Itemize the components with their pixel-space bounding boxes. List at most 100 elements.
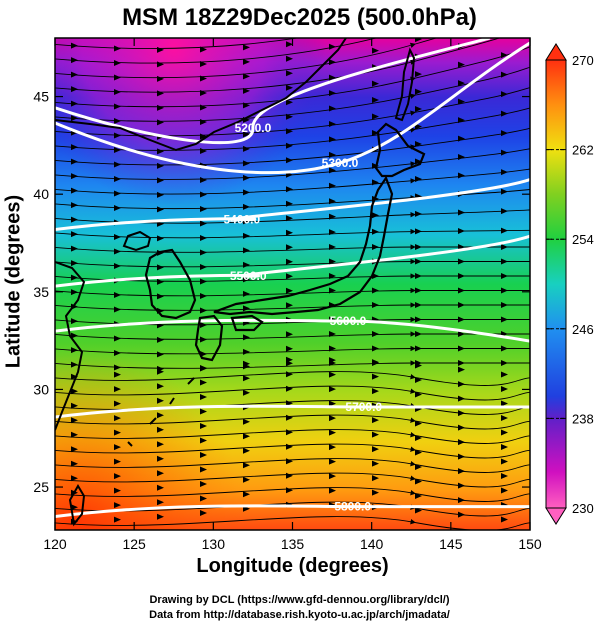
wind-arrow (372, 113, 379, 120)
wind-arrow (157, 220, 164, 227)
wind-arrow (415, 434, 422, 441)
wind-arrow (200, 220, 207, 227)
contour-label: 5500.0 (230, 269, 267, 283)
wind-arrow (114, 74, 121, 81)
wind-arrow (329, 229, 336, 236)
wind-arrow (286, 157, 293, 164)
wind-arrow (372, 417, 379, 424)
ryukyu-islands (127, 377, 195, 447)
wind-arrow (286, 99, 293, 106)
wind-arrow (415, 345, 422, 352)
wind-arrow (243, 87, 250, 94)
wind-arrow (458, 273, 465, 279)
wind-arrow (372, 244, 379, 250)
wind-arrow (71, 402, 78, 409)
streamline (55, 189, 530, 210)
wind-arrow (286, 70, 293, 77)
contour-label: 5700.0 (345, 400, 382, 414)
credit-data: Data from http://database.rish.kyoto-u.a… (149, 609, 450, 621)
wind-arrow (501, 444, 508, 451)
streamline (55, 487, 530, 502)
wind-arrow (71, 42, 78, 49)
streamline (55, 38, 301, 49)
wind-arrow (501, 273, 508, 279)
wind-arrow (458, 25, 465, 31)
wind-arrow (458, 439, 465, 446)
wind-arrow (415, 88, 422, 95)
streamline (55, 345, 530, 355)
wind-arrow (114, 371, 121, 378)
x-tick-label: 130 (202, 536, 226, 552)
wind-arrow (329, 345, 336, 352)
colorbar-tick-label: 238 (572, 411, 594, 426)
wind-arrow (458, 424, 465, 431)
wind-arrow (200, 495, 207, 502)
wind-arrow (114, 262, 121, 269)
wind-arrow (286, 331, 293, 338)
wind-arrow (71, 100, 78, 107)
wind-arrow (458, 511, 465, 518)
wind-arrow (243, 261, 250, 268)
height-contour (55, 318, 530, 343)
colorbar-ticks: 230 238 246 254 262 270 (546, 53, 594, 516)
wind-arrow (114, 117, 121, 124)
wind-arrow (372, 460, 379, 467)
wind-arrow (157, 206, 164, 213)
wind-arrow (415, 141, 422, 148)
wind-arrow (71, 289, 78, 296)
wind-arrow (157, 383, 164, 390)
colorbar-tick-label: 246 (572, 322, 594, 337)
wind-arrow (114, 146, 121, 153)
contour-label: 5800.0 (334, 500, 371, 514)
contour-label: 5600.0 (330, 314, 367, 328)
wind-arrow (501, 110, 508, 117)
liaodong-coast (122, 230, 152, 252)
height-contour (55, 38, 491, 145)
wind-arrow (243, 131, 250, 138)
wind-arrow (200, 423, 207, 430)
wind-arrow (286, 229, 293, 236)
wind-arrow (329, 213, 336, 220)
wind-arrow (501, 458, 508, 465)
wind-arrow (200, 437, 207, 444)
colorbar-scale (545, 59, 567, 509)
wind-arrow (329, 287, 336, 294)
wind-arrow (243, 247, 250, 254)
height-contours (55, 38, 530, 519)
streamline (55, 501, 530, 517)
wind-arrow (501, 386, 508, 393)
y-tick-label: 45 (33, 89, 49, 105)
wind-arrow (243, 491, 250, 498)
wind-arrow (243, 276, 250, 283)
x-tick-label: 140 (360, 536, 384, 552)
wind-arrow (501, 91, 508, 98)
wind-arrow (372, 287, 379, 294)
wind-arrow (71, 332, 78, 339)
wind-arrow (501, 316, 508, 323)
wind-arrow (329, 473, 336, 480)
wind-arrow (286, 113, 293, 120)
wind-arrow (157, 75, 164, 82)
wind-arrow (200, 177, 207, 184)
wind-arrow (71, 173, 78, 180)
wind-arrow (372, 446, 379, 453)
streamline (55, 429, 530, 444)
wind-arrow (200, 148, 207, 155)
wind-arrow (200, 466, 207, 473)
wind-arrow (114, 487, 121, 494)
wind-arrow (415, 175, 422, 182)
height-contour (55, 504, 530, 519)
wind-arrow (157, 441, 164, 448)
wind-arrow (157, 104, 164, 111)
wind-arrow (501, 258, 508, 265)
wind-arrow (329, 458, 336, 465)
wind-arrow (329, 105, 336, 112)
wind-arrow (200, 336, 207, 343)
wind-arrow (286, 302, 293, 309)
wind-arrow (243, 476, 250, 483)
wind-arrow (157, 264, 164, 271)
x-tick-label: 145 (439, 536, 463, 552)
streamline (55, 66, 530, 122)
wind-arrow (458, 227, 465, 234)
wind-arrow (114, 175, 121, 182)
